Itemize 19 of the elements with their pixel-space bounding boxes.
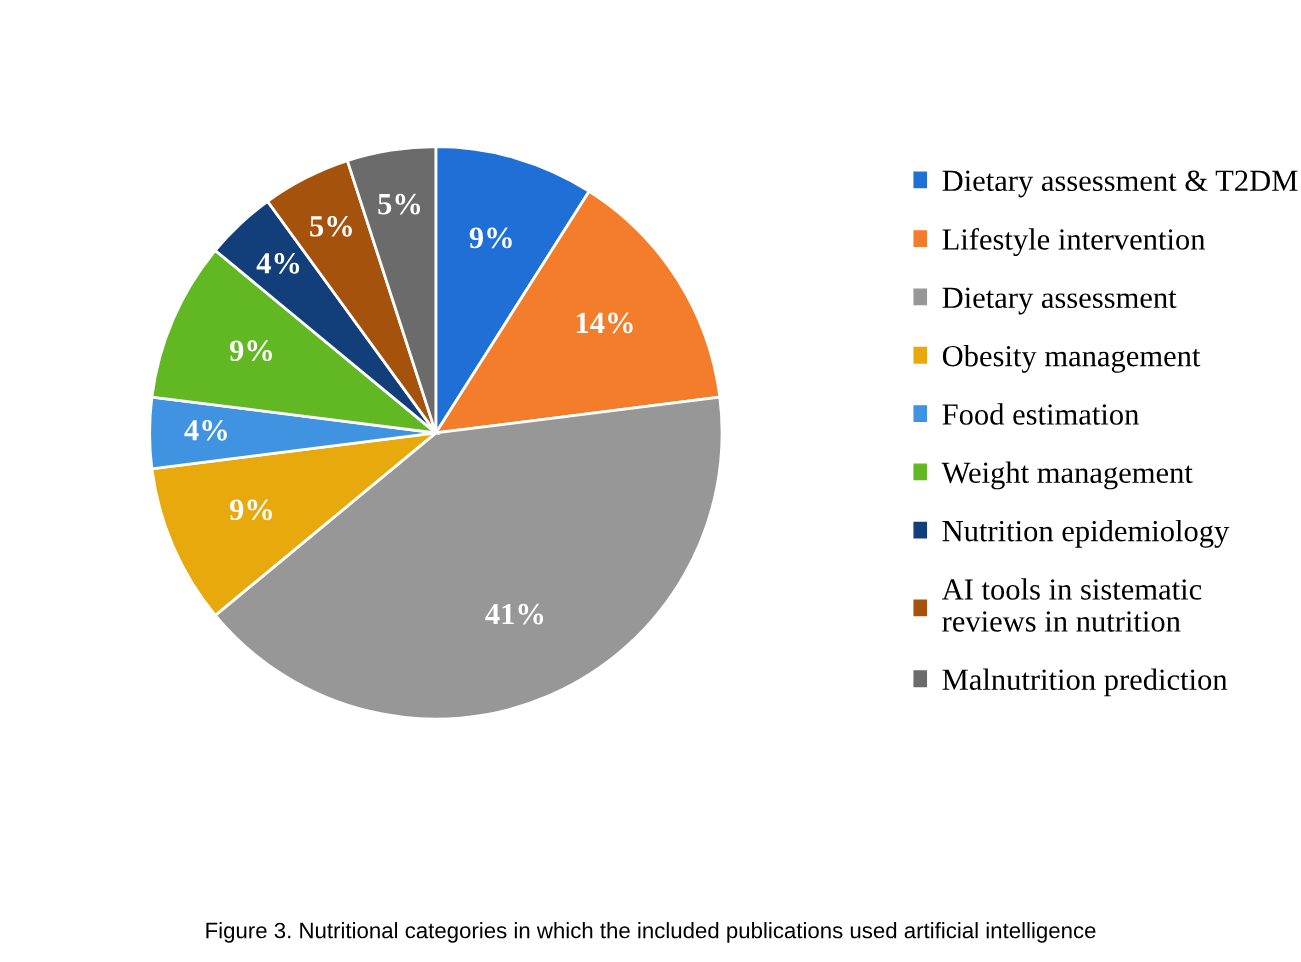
legend-label: Food estimation	[942, 403, 1139, 425]
legend-label: Nutrition epidemiology	[942, 519, 1230, 548]
data-label: 5%	[310, 215, 352, 237]
data-label: 41%	[485, 603, 544, 625]
legend-label: Dietary assessment & T2DM	[942, 170, 1298, 198]
data-label: 4%	[256, 253, 300, 274]
legend-label: Weight management	[941, 461, 1193, 490]
legend-label: Obesity management	[942, 344, 1201, 373]
legend-label: Malnutrition prediction	[942, 668, 1228, 697]
legend-label: Lifestyle intervention	[942, 227, 1206, 257]
data-label: 5%	[378, 193, 421, 215]
data-label: 9%	[469, 227, 512, 249]
data-label: 9%	[229, 340, 273, 362]
caption: Figure 3. Nutritional categories in which the included publications used artificial intelligence	[206, 922, 1096, 943]
data-label: 14%	[576, 312, 633, 334]
legend-label: Dietary assessment	[942, 287, 1177, 315]
data-label: 9%	[229, 499, 273, 521]
legend-label: AI tools in sistematic reviews in nutrition	[941, 578, 1202, 632]
data-label: 4%	[184, 419, 227, 441]
